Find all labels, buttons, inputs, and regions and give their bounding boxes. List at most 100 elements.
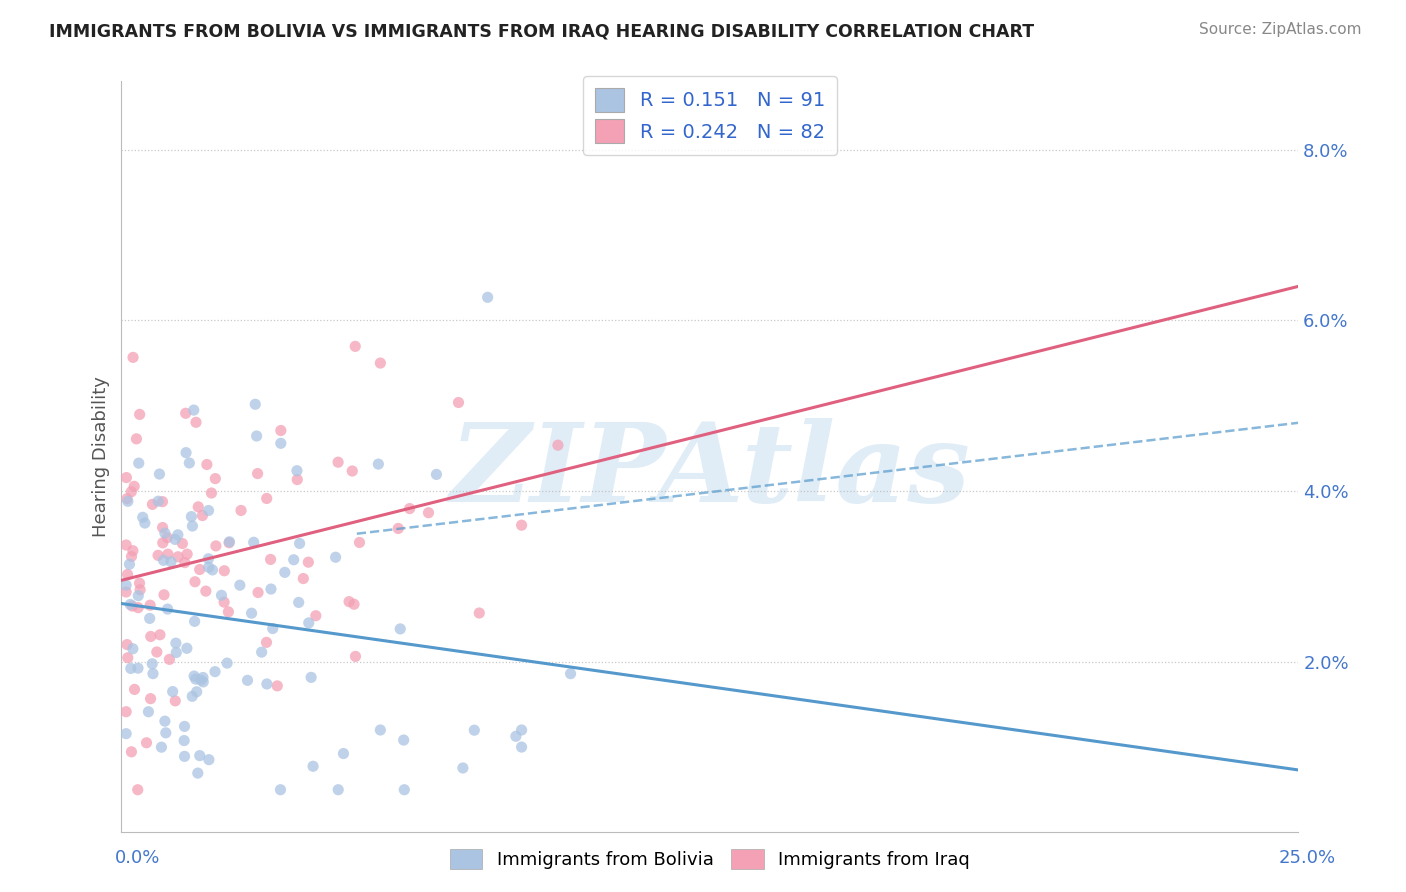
Point — [217, 605, 239, 619]
Point — [186, 684, 208, 698]
Point — [560, 666, 582, 681]
Point — [121, 599, 143, 613]
Point — [132, 510, 155, 524]
Point — [146, 549, 169, 563]
Point — [197, 551, 219, 566]
Point — [256, 635, 278, 649]
Point — [256, 491, 278, 506]
Point — [172, 536, 194, 550]
Point — [115, 491, 138, 506]
Point — [167, 528, 190, 542]
Point — [193, 674, 215, 689]
Point — [184, 672, 207, 686]
Point — [468, 606, 491, 620]
Point — [179, 456, 201, 470]
Point — [139, 598, 162, 612]
Point — [326, 455, 349, 469]
Point — [274, 566, 297, 580]
Point — [332, 747, 354, 761]
Point — [120, 484, 142, 499]
Point — [387, 521, 409, 535]
Point — [152, 553, 174, 567]
Point — [191, 508, 214, 523]
Point — [129, 582, 152, 597]
Point — [270, 436, 292, 450]
Point — [190, 673, 212, 687]
Point — [229, 578, 252, 592]
Point — [122, 351, 145, 365]
Point — [344, 649, 367, 664]
Point — [174, 406, 197, 420]
Point — [242, 535, 264, 549]
Point — [187, 766, 209, 780]
Point — [392, 733, 415, 747]
Point — [510, 723, 533, 737]
Point — [195, 458, 218, 472]
Point — [127, 589, 149, 603]
Point — [299, 670, 322, 684]
Point — [134, 516, 156, 530]
Point — [337, 594, 360, 608]
Point — [181, 519, 204, 533]
Point — [447, 395, 470, 409]
Point — [270, 424, 292, 438]
Point — [121, 641, 143, 656]
Point — [398, 501, 420, 516]
Point — [180, 509, 202, 524]
Point — [115, 638, 138, 652]
Point — [205, 539, 228, 553]
Point — [115, 538, 138, 552]
Point — [451, 761, 474, 775]
Point — [256, 677, 278, 691]
Point — [176, 641, 198, 656]
Point — [245, 397, 267, 411]
Point — [212, 595, 235, 609]
Point — [139, 691, 162, 706]
Point — [188, 562, 211, 576]
Point — [156, 531, 179, 545]
Point — [149, 628, 172, 642]
Point — [152, 494, 174, 508]
Point — [153, 588, 176, 602]
Point — [146, 645, 169, 659]
Point — [197, 503, 219, 517]
Point — [240, 606, 263, 620]
Point — [183, 669, 205, 683]
Point — [367, 457, 389, 471]
Point — [176, 547, 198, 561]
Point — [389, 622, 412, 636]
Point — [292, 572, 315, 586]
Point — [259, 552, 281, 566]
Legend: R = 0.151   N = 91, R = 0.242   N = 82: R = 0.151 N = 91, R = 0.242 N = 82 — [583, 76, 837, 154]
Point — [173, 749, 195, 764]
Point — [174, 445, 197, 459]
Point — [173, 733, 195, 747]
Point — [214, 564, 236, 578]
Point — [167, 549, 190, 564]
Point — [122, 479, 145, 493]
Point — [198, 753, 221, 767]
Point — [328, 782, 350, 797]
Point — [298, 615, 321, 630]
Point — [266, 679, 288, 693]
Point — [127, 782, 149, 797]
Point — [349, 535, 371, 549]
Point — [128, 408, 150, 422]
Point — [117, 494, 139, 508]
Point — [135, 736, 157, 750]
Point — [148, 494, 170, 508]
Point — [204, 665, 226, 679]
Point — [246, 467, 269, 481]
Point — [173, 556, 195, 570]
Point — [194, 584, 217, 599]
Point — [160, 555, 183, 569]
Point — [184, 574, 207, 589]
Text: IMMIGRANTS FROM BOLIVIA VS IMMIGRANTS FROM IRAQ HEARING DISABILITY CORRELATION C: IMMIGRANTS FROM BOLIVIA VS IMMIGRANTS FR… — [49, 22, 1035, 40]
Point — [115, 470, 138, 484]
Point — [115, 705, 138, 719]
Point — [505, 729, 527, 743]
Point — [285, 473, 308, 487]
Point — [120, 745, 142, 759]
Point — [370, 356, 392, 370]
Point — [283, 553, 305, 567]
